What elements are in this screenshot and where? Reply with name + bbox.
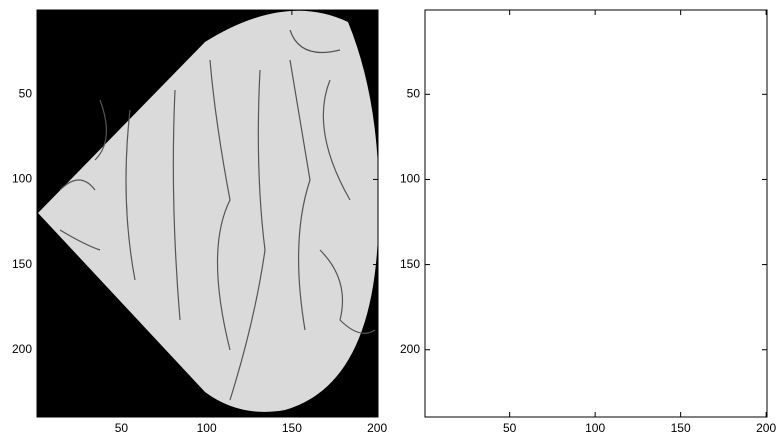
image (37, 10, 378, 417)
x-tick-label: 100 (197, 421, 217, 435)
y-tick-label: 50 (407, 86, 421, 100)
y-tick-label: 200 (400, 342, 420, 356)
y-tick-label: 50 (19, 86, 33, 100)
axes-frame (36, 9, 379, 418)
y-tick-label: 150 (400, 257, 420, 271)
y-tick-label: 100 (400, 172, 420, 186)
image-texture (59, 29, 376, 401)
x-tick-label: 100 (585, 421, 605, 435)
y-tick-label: 150 (12, 257, 32, 271)
y-tick-label: 200 (12, 342, 32, 356)
x-tick-label: 150 (282, 421, 302, 435)
x-tick-label: 50 (503, 421, 517, 435)
x-tick-label: 50 (115, 421, 129, 435)
x-tick-label: 200 (367, 421, 387, 435)
x-tick-label: 150 (671, 421, 691, 435)
image-shape (38, 10, 378, 412)
y-tick-label: 100 (12, 172, 32, 186)
axes-frame (424, 9, 768, 418)
x-tick-label: 200 (756, 421, 776, 435)
